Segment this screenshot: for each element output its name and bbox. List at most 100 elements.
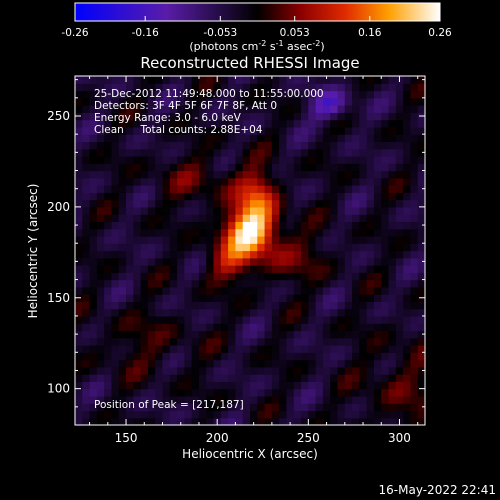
heatmap-cell	[286, 417, 295, 425]
heatmap-cell	[169, 214, 178, 223]
heatmap-cell	[344, 112, 353, 121]
heatmap-cell	[169, 272, 178, 281]
heatmap-cell	[322, 337, 331, 346]
heatmap-cell	[198, 301, 207, 310]
heatmap-cell	[359, 395, 368, 404]
heatmap-cell	[271, 235, 280, 244]
heatmap-cell	[301, 337, 309, 346]
heatmap-cell	[75, 163, 83, 172]
heatmap-cell	[75, 243, 83, 252]
heatmap-cell	[352, 395, 360, 404]
heatmap-cell	[352, 221, 360, 230]
heatmap-cell	[184, 90, 193, 99]
heatmap-cell	[264, 417, 273, 425]
heatmap-cell	[410, 155, 419, 164]
heatmap-cell	[198, 330, 207, 339]
heatmap-cell	[126, 228, 134, 237]
heatmap-cell	[118, 352, 127, 361]
heatmap-cell	[286, 323, 295, 332]
heatmap-cell	[322, 126, 331, 135]
heatmap-cell	[162, 206, 171, 215]
heatmap-cell	[133, 410, 142, 419]
heatmap-cell	[308, 206, 317, 215]
heatmap-cell	[228, 177, 237, 186]
heatmap-cell	[206, 170, 215, 179]
heatmap-cell	[395, 265, 404, 273]
heatmap-cell	[322, 410, 331, 419]
heatmap-cell	[184, 170, 193, 179]
heatmap-cell	[403, 141, 412, 150]
heatmap-cell	[417, 345, 425, 353]
heatmap-cell	[177, 141, 185, 150]
heatmap-cell	[410, 177, 419, 186]
heatmap-cell	[220, 279, 229, 288]
heatmap-cell	[213, 301, 222, 310]
heatmap-cell	[104, 90, 113, 99]
heatmap-cell	[198, 410, 207, 419]
heatmap-cell	[75, 192, 83, 201]
heatmap-cell	[366, 126, 375, 135]
heatmap-cell	[373, 294, 382, 302]
heatmap-cell	[257, 294, 266, 302]
heatmap-cell	[169, 141, 178, 150]
heatmap-cell	[213, 148, 222, 157]
heatmap-cell	[140, 185, 149, 193]
heatmap-cell	[410, 119, 419, 128]
heatmap-cell	[140, 345, 149, 353]
heatmap-cell	[352, 199, 360, 208]
heatmap-cell	[191, 257, 200, 266]
heatmap-cell	[184, 206, 193, 215]
heatmap-cell	[257, 359, 266, 368]
heatmap-cell	[140, 155, 149, 164]
heatmap-cell	[301, 141, 309, 150]
heatmap-cell	[344, 279, 353, 288]
heatmap-cell	[315, 97, 324, 106]
heatmap-cell	[118, 366, 127, 375]
heatmap-cell	[264, 148, 273, 157]
heatmap-cell	[257, 286, 266, 295]
heatmap-cell	[118, 228, 127, 237]
heatmap-cell	[403, 90, 412, 99]
heatmap-cell	[118, 410, 127, 419]
heatmap-cell	[257, 279, 266, 288]
heatmap-cell	[118, 374, 127, 382]
heatmap-cell	[352, 381, 360, 390]
heatmap-cell	[388, 177, 397, 186]
heatmap-cell	[403, 250, 412, 259]
heatmap-cell	[177, 155, 185, 164]
heatmap-cell	[118, 417, 127, 425]
heatmap-cell	[403, 199, 412, 208]
heatmap-cell	[250, 90, 258, 99]
heatmap-cell	[322, 279, 331, 288]
heatmap-cell	[250, 97, 258, 106]
heatmap-cell	[155, 381, 164, 390]
heatmap-cell	[162, 235, 171, 244]
heatmap-cell	[293, 83, 302, 92]
heatmap-cell	[162, 112, 171, 121]
heatmap-cell	[242, 381, 251, 390]
heatmap-cell	[301, 403, 309, 412]
heatmap-cell	[89, 119, 98, 128]
heatmap-cell	[75, 148, 83, 157]
heatmap-cell	[162, 366, 171, 375]
heatmap-cell	[373, 235, 382, 244]
heatmap-cell	[388, 148, 397, 157]
heatmap-cell	[162, 214, 171, 223]
heatmap-cell	[133, 206, 142, 215]
heatmap-cell	[184, 243, 193, 252]
heatmap-cell	[403, 337, 412, 346]
heatmap-cell	[330, 170, 339, 179]
heatmap-cell	[169, 345, 178, 353]
heatmap-cell	[75, 170, 83, 179]
heatmap-cell	[264, 170, 273, 179]
heatmap-cell	[111, 90, 120, 99]
heatmap-cell	[381, 345, 390, 353]
heatmap-cell	[198, 155, 207, 164]
heatmap-cell	[228, 337, 237, 346]
heatmap-cell	[366, 134, 375, 143]
heatmap-cell	[301, 359, 309, 368]
heatmap-cell	[352, 410, 360, 419]
heatmap-cell	[395, 97, 404, 106]
heatmap-cell	[242, 286, 251, 295]
heatmap-cell	[169, 221, 178, 230]
